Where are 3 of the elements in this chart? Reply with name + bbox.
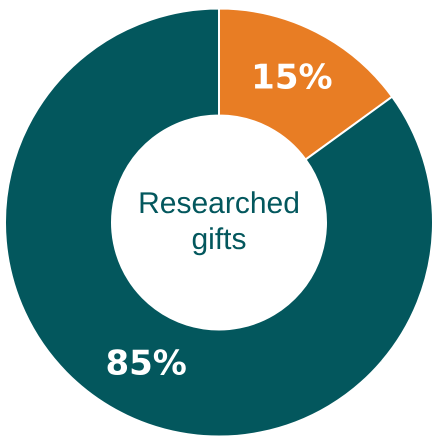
text: Researched gifts (138, 186, 300, 256)
data-label: 15% (251, 57, 333, 98)
data-label: 85% (105, 343, 187, 384)
